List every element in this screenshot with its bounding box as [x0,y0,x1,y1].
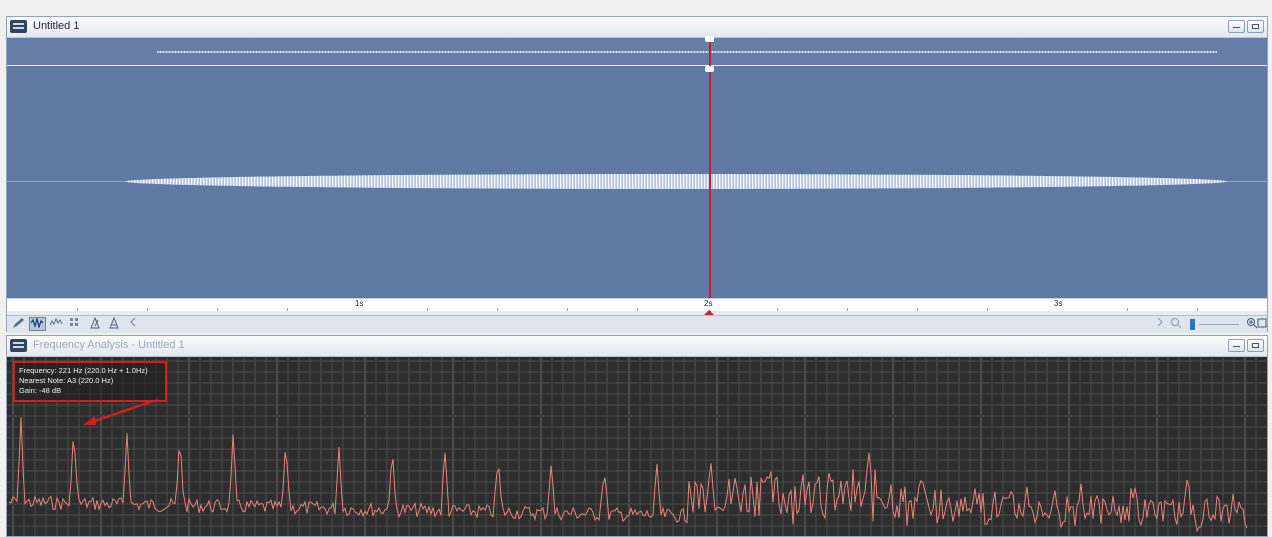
document-icon [10,339,27,352]
spectral-view-icon[interactable] [48,317,65,331]
spectrum-grid [7,357,1267,536]
spectrum-plot[interactable]: Frequency: 221 Hz (220.0 Hz + 1.0Hz) Nea… [7,357,1267,536]
playhead-handle[interactable] [705,66,714,72]
playhead-marker[interactable] [703,310,715,316]
timeline-tick [567,308,568,311]
metronome-icon[interactable] [86,316,103,331]
timeline-tick [1127,308,1128,311]
editor-window: Untitled 1 1s 2s 3s [6,16,1268,333]
editor-title: Untitled 1 [33,20,80,32]
zoom-slider[interactable] [1199,324,1239,325]
timeline-label-2s: 2s [704,299,713,308]
frequency-readout: Frequency: 221 Hz (220.0 Hz + 1.0Hz) [19,366,148,375]
frequency-titlebar[interactable]: Frequency Analysis - Untitled 1 [7,336,1267,357]
waveform-overview[interactable] [7,38,1267,66]
timeline-label-3s: 3s [1054,299,1063,308]
binary-view-icon[interactable] [67,317,84,331]
zoom-out-icon[interactable] [1167,317,1184,331]
spectrum-graph [7,357,1267,536]
annotation-arrow [83,397,160,425]
timeline-tick [777,308,778,311]
stretch-icon[interactable] [105,316,122,331]
waveform-view-icon[interactable] [29,316,46,331]
timeline-tick [917,308,918,311]
gain-readout: Gain: -48 dB [19,386,62,395]
waveform-display[interactable] [7,66,1267,298]
playhead-cursor[interactable] [709,38,711,320]
timeline-tick [77,308,78,311]
frequency-title: Frequency Analysis - Untitled 1 [33,339,185,351]
maximize-button[interactable] [1247,339,1264,352]
timeline-tick [427,308,428,311]
timeline-tick [987,308,988,311]
chevron-left-icon[interactable] [124,317,141,331]
minimize-button[interactable] [1228,339,1245,352]
zoom-slider-thumb[interactable] [1190,319,1195,330]
timeline-tick [1197,308,1198,311]
chevron-right-icon[interactable] [1151,317,1168,331]
frequency-analysis-window: Frequency Analysis - Untitled 1 Frequenc… [6,335,1268,537]
timeline-tick [637,308,638,311]
editor-toolbar [7,315,1267,333]
document-icon [10,20,27,33]
timeline-tick [217,308,218,311]
nearest-note-readout: Nearest Note: A3 (220.0 Hz) [19,376,114,385]
pencil-icon[interactable] [10,317,27,331]
zoom-fit-icon[interactable] [1257,317,1267,331]
timeline-tick [847,308,848,311]
timeline-tick [147,308,148,311]
timeline-tick [497,308,498,311]
spectrum-trace [8,417,1248,533]
timeline-tick [287,308,288,311]
minimize-button[interactable] [1228,20,1245,33]
waveform-envelope [125,174,1227,189]
maximize-button[interactable] [1247,20,1264,33]
frequency-info-box: Frequency: 221 Hz (220.0 Hz + 1.0Hz) Nea… [13,361,167,402]
timeline-ruler[interactable]: 1s 2s 3s [7,298,1267,311]
overview-playhead-handle[interactable] [705,36,714,42]
editor-titlebar[interactable]: Untitled 1 [7,17,1267,38]
timeline-label-1s: 1s [355,299,364,308]
overview-divider [7,65,1267,66]
overview-waveform [157,51,1217,53]
zoom-in-icon[interactable] [1243,317,1260,331]
